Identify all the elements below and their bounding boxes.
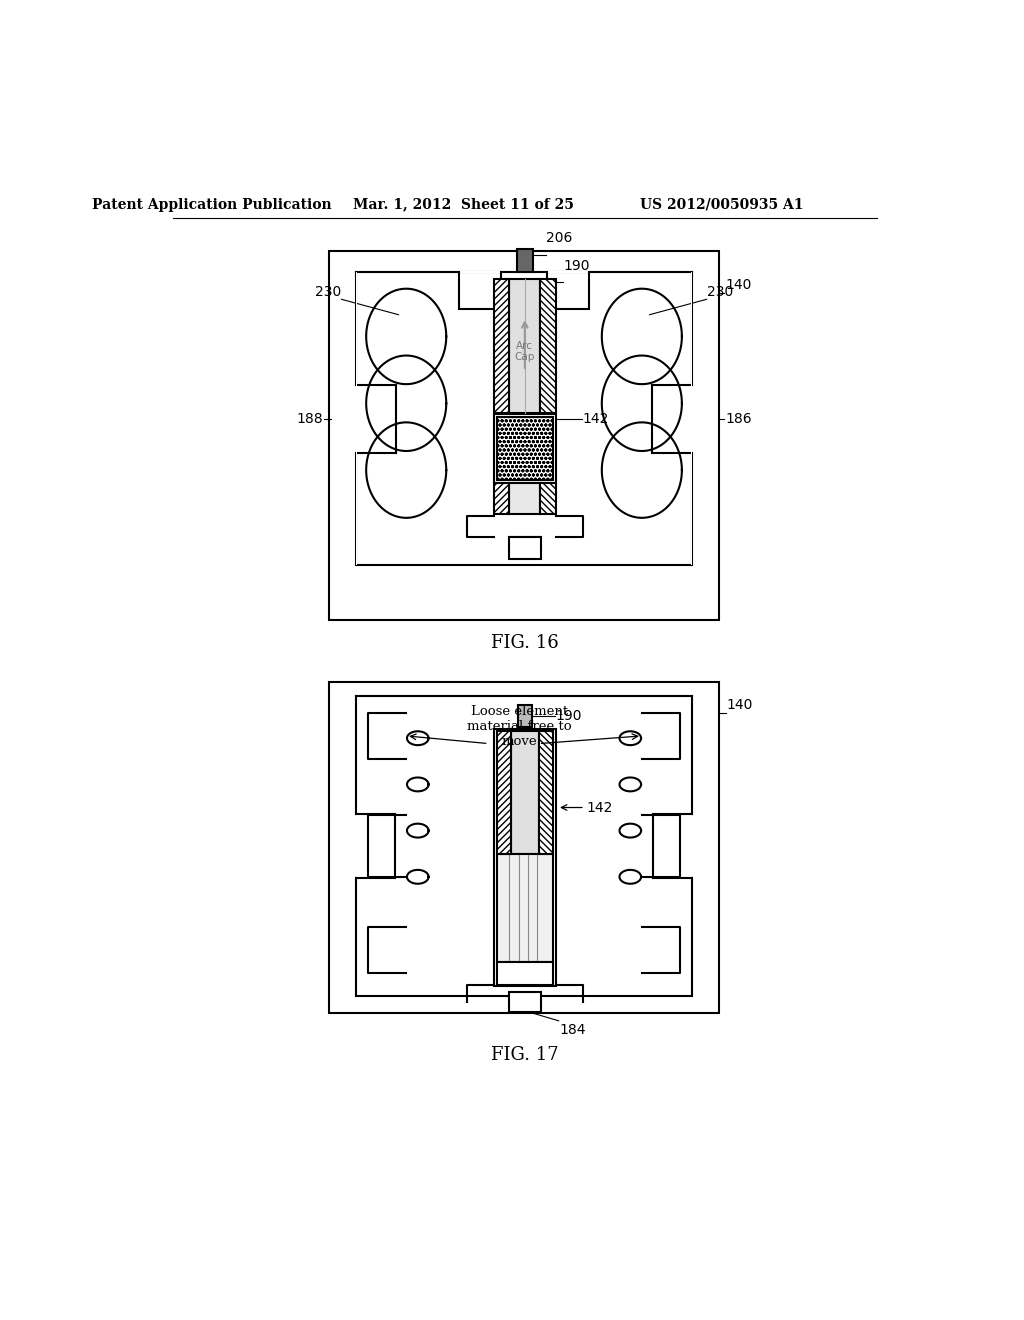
Bar (330, 251, 719, 620)
Bar (509, 279, 541, 413)
Text: Loose element
material free to
move: Loose element material free to move (467, 705, 571, 748)
Bar (497, 417, 553, 480)
Text: Patent Application Publication: Patent Application Publication (91, 198, 331, 211)
Bar (541, 483, 556, 515)
Text: 142: 142 (583, 412, 609, 425)
Text: 186: 186 (725, 412, 752, 425)
Bar (494, 483, 509, 515)
Bar (511, 730, 539, 854)
Text: 230: 230 (314, 285, 341, 298)
Text: FIG. 17: FIG. 17 (490, 1047, 559, 1064)
Bar (497, 730, 511, 854)
Text: Mar. 1, 2012  Sheet 11 of 25: Mar. 1, 2012 Sheet 11 of 25 (352, 198, 573, 211)
Bar (518, 705, 531, 726)
Bar (497, 854, 553, 961)
Bar (509, 537, 541, 558)
Bar (494, 414, 556, 483)
Text: 142: 142 (587, 800, 612, 814)
Bar (517, 249, 532, 272)
Text: 184: 184 (559, 1023, 586, 1038)
Text: 140: 140 (727, 698, 753, 711)
Bar (494, 279, 509, 413)
Text: Arc
Cap: Arc Cap (515, 341, 535, 363)
Text: FIG. 16: FIG. 16 (490, 635, 559, 652)
Text: 140: 140 (725, 279, 752, 293)
Bar (509, 993, 541, 1011)
Bar (330, 682, 719, 1014)
Bar (494, 729, 556, 986)
Text: 190: 190 (563, 259, 590, 273)
Bar (497, 961, 553, 985)
Bar (539, 730, 553, 854)
Bar (509, 483, 541, 515)
Text: 230: 230 (708, 285, 733, 298)
Text: 206: 206 (547, 231, 572, 246)
Bar (541, 279, 556, 413)
Text: 188: 188 (296, 412, 323, 425)
Text: 190: 190 (556, 709, 582, 723)
Text: US 2012/0050935 A1: US 2012/0050935 A1 (640, 198, 804, 211)
